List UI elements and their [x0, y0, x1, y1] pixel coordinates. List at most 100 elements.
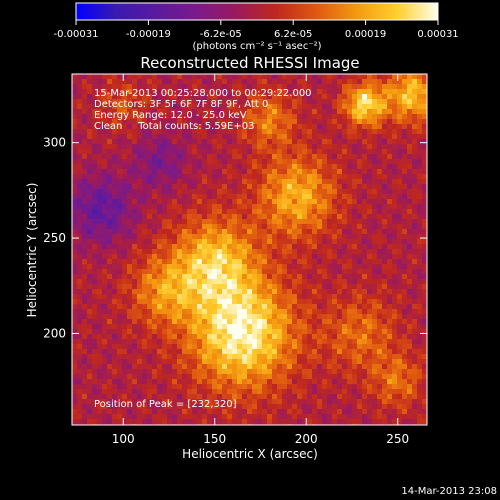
heatmap-cell [397, 274, 402, 279]
heatmap-cell [177, 134, 182, 139]
heatmap-cell [242, 404, 247, 409]
heatmap-cell [127, 404, 132, 409]
heatmap-cell [217, 124, 222, 129]
heatmap-cell [307, 409, 312, 414]
heatmap-cell [377, 364, 382, 369]
heatmap-cell [152, 379, 157, 384]
heatmap-cell [352, 159, 357, 164]
heatmap-cell [182, 94, 187, 99]
heatmap-cell [357, 104, 362, 109]
heatmap-cell [92, 334, 97, 339]
heatmap-cell [352, 269, 357, 274]
heatmap-cell [162, 294, 167, 299]
heatmap-cell [112, 399, 117, 404]
heatmap-cell [192, 419, 197, 424]
heatmap-cell [107, 224, 112, 229]
heatmap-cell [252, 119, 257, 124]
heatmap-cell [117, 159, 122, 164]
heatmap-cell [257, 364, 262, 369]
heatmap-cell [142, 204, 147, 209]
heatmap-cell [137, 369, 142, 374]
heatmap-cell [267, 169, 272, 174]
heatmap-cell [387, 104, 392, 109]
heatmap-cell [217, 199, 222, 204]
heatmap-cell [302, 274, 307, 279]
heatmap-cell [352, 124, 357, 129]
heatmap-cell [417, 379, 422, 384]
heatmap-cell [97, 149, 102, 154]
heatmap-cell [177, 184, 182, 189]
heatmap-cell [217, 99, 222, 104]
heatmap-cell [347, 239, 352, 244]
heatmap-cell [292, 124, 297, 129]
heatmap-cell [162, 384, 167, 389]
heatmap-cell [157, 334, 162, 339]
heatmap-cell [137, 254, 142, 259]
heatmap-cell [197, 244, 202, 249]
heatmap-cell [292, 239, 297, 244]
heatmap-cell [187, 114, 192, 119]
heatmap-cell [222, 399, 227, 404]
heatmap-cell [322, 394, 327, 399]
heatmap-cell [347, 169, 352, 174]
heatmap-cell [417, 169, 422, 174]
heatmap-cell [182, 199, 187, 204]
heatmap-cell [162, 189, 167, 194]
heatmap-cell [167, 159, 172, 164]
heatmap-cell [237, 344, 242, 349]
heatmap-cell [102, 324, 107, 329]
heatmap-cell [207, 114, 212, 119]
heatmap-cell [327, 349, 332, 354]
heatmap-cell [117, 229, 122, 234]
heatmap-cell [172, 399, 177, 404]
heatmap-cell [152, 194, 157, 199]
heatmap-cell [302, 159, 307, 164]
heatmap-cell [77, 329, 82, 334]
heatmap-cell [127, 399, 132, 404]
heatmap-cell [397, 184, 402, 189]
heatmap-cell [257, 384, 262, 389]
heatmap-cell [77, 259, 82, 264]
heatmap-cell [127, 154, 132, 159]
heatmap-cell [102, 319, 107, 324]
heatmap-cell [232, 239, 237, 244]
heatmap-cell [422, 404, 427, 409]
heatmap-cell [267, 129, 272, 134]
heatmap-cell [272, 234, 277, 239]
heatmap-cell [162, 264, 167, 269]
heatmap-cell [157, 384, 162, 389]
heatmap-cell [372, 214, 377, 219]
heatmap-cell [237, 179, 242, 184]
heatmap-cell [182, 319, 187, 324]
heatmap-cell [422, 414, 427, 419]
heatmap-cell [187, 139, 192, 144]
heatmap-cell [172, 159, 177, 164]
heatmap-cell [232, 149, 237, 154]
heatmap-cell [302, 209, 307, 214]
heatmap-cell [297, 409, 302, 414]
heatmap-cell [127, 199, 132, 204]
heatmap-cell [382, 249, 387, 254]
heatmap-cell [217, 169, 222, 174]
heatmap-cell [237, 259, 242, 264]
heatmap-cell [357, 89, 362, 94]
heatmap-cell [127, 194, 132, 199]
heatmap-cell [222, 79, 227, 84]
heatmap-cell [272, 149, 277, 154]
heatmap-cell [217, 414, 222, 419]
heatmap-cell [407, 259, 412, 264]
heatmap-cell [252, 404, 257, 409]
heatmap-cell [82, 239, 87, 244]
heatmap-cell [277, 319, 282, 324]
heatmap-cell [107, 279, 112, 284]
colorbar-tick-label: 6.2e-05 [274, 29, 312, 40]
heatmap-cell [147, 184, 152, 189]
heatmap-cell [242, 374, 247, 379]
heatmap-cell [327, 389, 332, 394]
heatmap-cell [182, 254, 187, 259]
heatmap-cell [207, 389, 212, 394]
heatmap-cell [272, 364, 277, 369]
heatmap-cell [97, 379, 102, 384]
heatmap-cell [187, 124, 192, 129]
heatmap-cell [152, 339, 157, 344]
